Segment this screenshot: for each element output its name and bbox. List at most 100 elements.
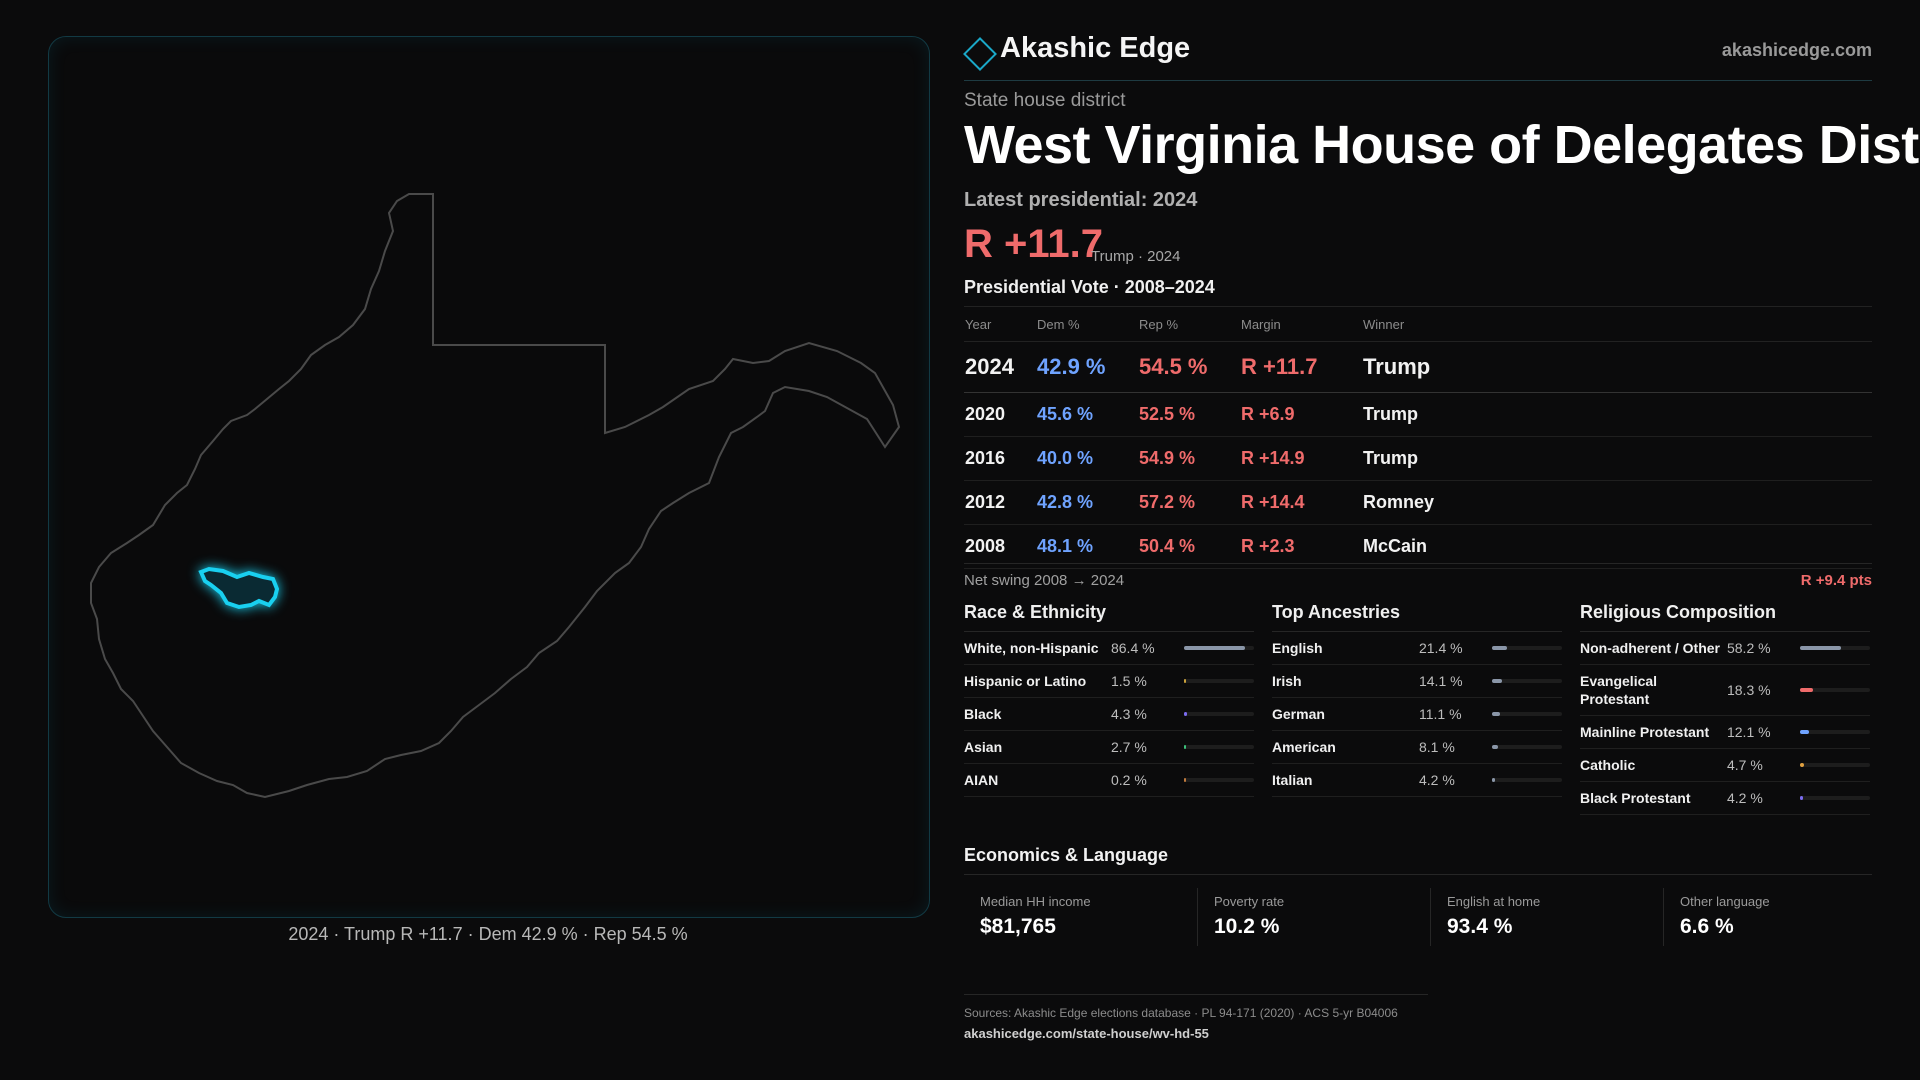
item-label: Asian bbox=[964, 739, 1003, 755]
religion-list: Non-adherent / Other 58.2 % Evangelical Pr… bbox=[1580, 632, 1870, 815]
bar-track bbox=[1492, 712, 1562, 716]
table-header-row: Year Dem % Rep % Margin Winner bbox=[964, 306, 1872, 342]
row-margin: R +6.9 bbox=[1240, 392, 1362, 437]
bar-track bbox=[1492, 778, 1562, 782]
row-dem: 45.6 % bbox=[1036, 392, 1138, 437]
econ-card-poverty: Poverty rate 10.2 % bbox=[1197, 888, 1418, 946]
item-percent: 14.1 % bbox=[1418, 673, 1463, 689]
divider bbox=[964, 994, 1428, 995]
row-dem: 40.0 % bbox=[1036, 436, 1138, 481]
list-item: American 8.1 % bbox=[1272, 731, 1562, 764]
bar-track bbox=[1184, 712, 1254, 716]
row-rep: 54.9 % bbox=[1138, 436, 1240, 481]
col-rep: Rep % bbox=[1138, 306, 1240, 342]
bar-fill bbox=[1184, 679, 1186, 683]
item-label: Black Protestant bbox=[1580, 790, 1691, 806]
econ-label: Other language bbox=[1680, 894, 1770, 909]
row-year: 2008 bbox=[964, 524, 1036, 569]
item-label: Black bbox=[964, 706, 1002, 722]
col-margin: Margin bbox=[1240, 306, 1362, 342]
page-title: West Virginia House of Delegates Distric… bbox=[964, 115, 1920, 175]
econ-value: $81,765 bbox=[980, 915, 1056, 938]
presidential-table: Year Dem % Rep % Margin Winner 2024 42.9… bbox=[964, 306, 1872, 569]
latest-margin: R +11.7 bbox=[964, 222, 1104, 266]
list-item: AIAN 0.2 % bbox=[964, 764, 1254, 797]
item-percent: 86.4 % bbox=[1110, 640, 1155, 656]
list-item: Catholic 4.7 % bbox=[1580, 749, 1870, 782]
row-rep: 54.5 % bbox=[1138, 341, 1240, 393]
bar-fill bbox=[1800, 796, 1804, 800]
bar-fill bbox=[1492, 679, 1503, 683]
item-label: Evangelical Protestant bbox=[1580, 673, 1658, 707]
item-percent: 1.5 % bbox=[1110, 673, 1147, 689]
bar-track bbox=[1492, 745, 1562, 749]
ancestry-list: English 21.4 % Irish 14.1 % German 11.1 % Amer… bbox=[1272, 632, 1562, 797]
item-percent: 0.2 % bbox=[1110, 772, 1147, 788]
item-label: Irish bbox=[1272, 673, 1302, 689]
econ-value: 93.4 % bbox=[1447, 915, 1513, 938]
list-item: Asian 2.7 % bbox=[964, 731, 1254, 764]
bar-fill bbox=[1184, 745, 1187, 749]
econ-label: Poverty rate bbox=[1214, 894, 1285, 909]
row-year: 2020 bbox=[964, 392, 1036, 437]
col-winner: Winner bbox=[1362, 306, 1872, 342]
economics-title: Economics & Language bbox=[964, 845, 1872, 875]
bar-track bbox=[1800, 730, 1870, 734]
item-percent: 4.7 % bbox=[1726, 757, 1763, 773]
sources-url[interactable]: akashicedge.com/state-house/wv-hd-55 bbox=[964, 1026, 1209, 1041]
col-year: Year bbox=[964, 306, 1036, 342]
ancestry-title: Top Ancestries bbox=[1272, 602, 1562, 632]
brand-name: Akashic Edge bbox=[1000, 32, 1191, 64]
diamond-icon bbox=[963, 37, 997, 71]
bar-track bbox=[1184, 745, 1254, 749]
brand-bar: Akashic Edge akashicedge.com bbox=[963, 30, 1872, 81]
list-item: Non-adherent / Other 58.2 % bbox=[1580, 632, 1870, 665]
row-rep: 52.5 % bbox=[1138, 392, 1240, 437]
race-list: White, non-Hispanic 86.4 % Hispanic or Lat… bbox=[964, 632, 1254, 797]
list-item: English 21.4 % bbox=[1272, 632, 1562, 665]
race-title: Race & Ethnicity bbox=[964, 602, 1254, 632]
econ-label: Median HH income bbox=[980, 894, 1091, 909]
econ-value: 6.6 % bbox=[1680, 915, 1734, 938]
bar-track bbox=[1492, 646, 1562, 650]
item-percent: 21.4 % bbox=[1418, 640, 1463, 656]
col-dem: Dem % bbox=[1036, 306, 1138, 342]
table-row: 2024 42.9 % 54.5 % R +11.7 Trump bbox=[964, 341, 1872, 393]
presidential-title: Presidential Vote · 2008–2024 bbox=[964, 277, 1215, 297]
latest-margin-sub: Trump · 2024 bbox=[1091, 248, 1181, 265]
bar-track bbox=[1184, 778, 1254, 782]
row-winner: McCain bbox=[1362, 524, 1872, 569]
list-item: Black 4.3 % bbox=[964, 698, 1254, 731]
list-item: Mainline Protestant 12.1 % bbox=[1580, 716, 1870, 749]
bar-track bbox=[1492, 679, 1562, 683]
row-margin: R +14.4 bbox=[1240, 480, 1362, 525]
list-item: Italian 4.2 % bbox=[1272, 764, 1562, 797]
row-dem: 42.8 % bbox=[1036, 480, 1138, 525]
list-item: Black Protestant 4.2 % bbox=[1580, 782, 1870, 815]
econ-card-other-language: Other language 6.6 % bbox=[1663, 888, 1884, 946]
item-label: German bbox=[1272, 706, 1325, 722]
list-item: Irish 14.1 % bbox=[1272, 665, 1562, 698]
ancestry-block: Top Ancestries English 21.4 % Irish 14.1 % G… bbox=[1272, 602, 1562, 797]
list-item: White, non-Hispanic 86.4 % bbox=[964, 632, 1254, 665]
bar-fill bbox=[1492, 745, 1499, 749]
econ-label: English at home bbox=[1447, 894, 1541, 909]
item-label: Non-adherent / Other bbox=[1580, 640, 1721, 656]
bar-track bbox=[1800, 688, 1870, 692]
econ-card-income: Median HH income $81,765 bbox=[964, 888, 1184, 946]
bar-track bbox=[1800, 646, 1870, 650]
bar-fill bbox=[1492, 712, 1501, 716]
item-percent: 58.2 % bbox=[1726, 640, 1771, 656]
bar-fill bbox=[1800, 688, 1814, 692]
item-label: Catholic bbox=[1580, 757, 1636, 773]
bar-track bbox=[1800, 763, 1870, 767]
bar-fill bbox=[1184, 778, 1186, 782]
row-margin: R +14.9 bbox=[1240, 436, 1362, 481]
row-winner: Trump bbox=[1362, 392, 1872, 437]
list-item: German 11.1 % bbox=[1272, 698, 1562, 731]
table-row: 2016 40.0 % 54.9 % R +14.9 Trump bbox=[964, 436, 1872, 481]
row-year: 2016 bbox=[964, 436, 1036, 481]
state-outline bbox=[90, 193, 901, 799]
item-label: White, non-Hispanic bbox=[964, 640, 1099, 656]
brand-url[interactable]: akashicedge.com bbox=[1721, 40, 1872, 60]
